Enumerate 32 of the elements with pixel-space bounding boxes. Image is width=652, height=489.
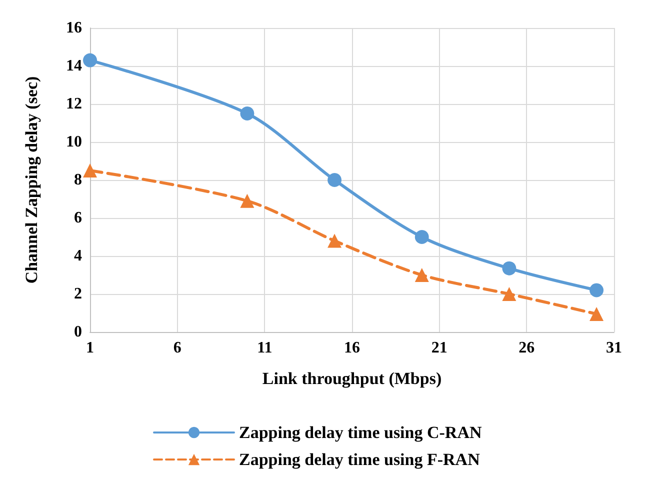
point bbox=[414, 268, 429, 282]
x-tick-label: 6 bbox=[173, 340, 182, 356]
x-tick-label: 31 bbox=[606, 340, 622, 356]
point bbox=[414, 230, 429, 244]
point bbox=[502, 261, 516, 276]
point bbox=[83, 164, 97, 178]
point bbox=[502, 287, 516, 301]
x-tick-label: 1 bbox=[86, 340, 94, 356]
point bbox=[590, 306, 604, 321]
y-tick-label: 10 bbox=[66, 134, 82, 150]
point bbox=[240, 106, 254, 120]
y-tick-label: 16 bbox=[66, 20, 82, 36]
y-axis-title: Channel Zapping delay (sec) bbox=[22, 76, 41, 284]
legend-label: Zapping delay time using C-RAN bbox=[239, 423, 482, 442]
x-tick-label: 26 bbox=[518, 340, 535, 356]
point bbox=[328, 234, 342, 248]
point bbox=[328, 173, 342, 187]
point bbox=[590, 283, 604, 298]
y-tick-label: 8 bbox=[74, 172, 82, 188]
x-tick-label: 16 bbox=[344, 340, 360, 356]
y-tick-label: 14 bbox=[66, 58, 82, 74]
x-axis-title: Link throughput (Mbps) bbox=[262, 369, 442, 388]
y-tick-label: 12 bbox=[66, 96, 82, 112]
x-tick-label: 11 bbox=[257, 340, 272, 356]
y-tick-label: 6 bbox=[74, 210, 82, 226]
x-tick-label: 21 bbox=[431, 340, 448, 356]
y-tick-label: 2 bbox=[74, 286, 82, 302]
point bbox=[83, 53, 97, 68]
y-tick-label: 0 bbox=[74, 324, 82, 340]
legend-label: Zapping delay time using F-RAN bbox=[239, 450, 481, 469]
y-tick-label: 4 bbox=[74, 248, 82, 264]
point bbox=[240, 194, 254, 208]
